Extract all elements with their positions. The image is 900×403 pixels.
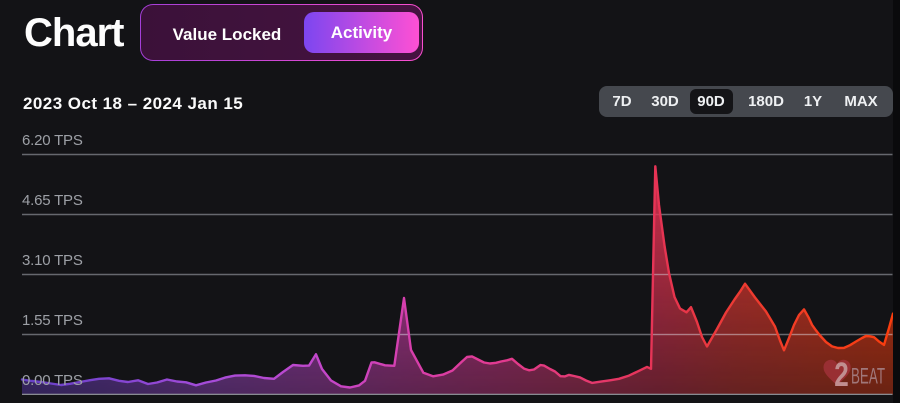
svg-text:2: 2: [834, 356, 849, 394]
svg-text:BEAT: BEAT: [851, 364, 885, 389]
